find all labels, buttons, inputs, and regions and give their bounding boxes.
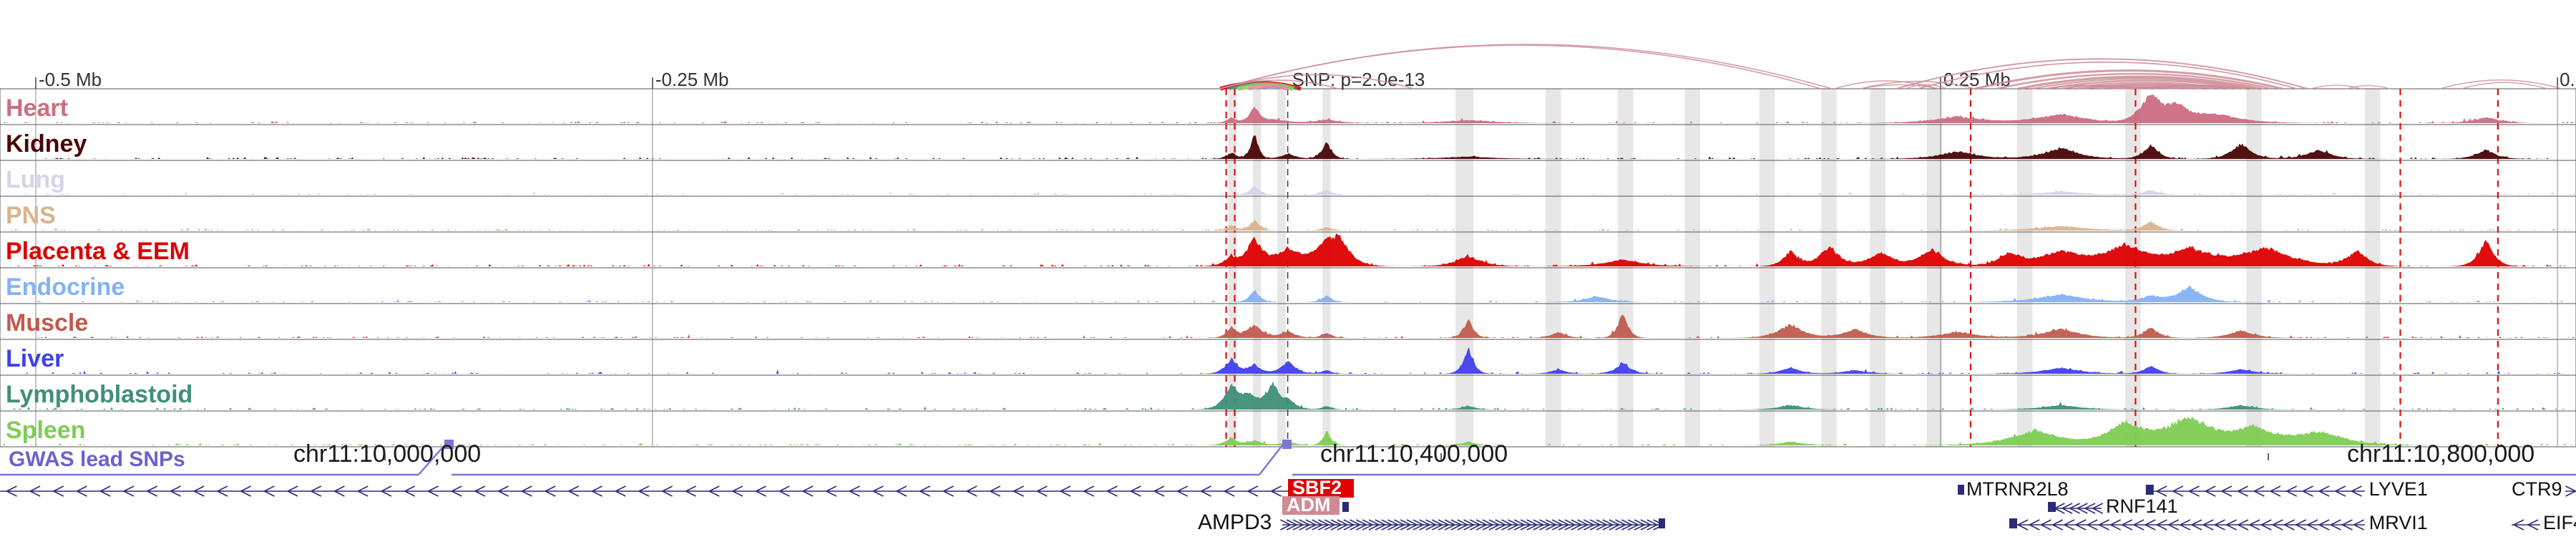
svg-text:Lung: Lung xyxy=(6,166,65,193)
svg-text:Liver: Liver xyxy=(6,345,64,372)
svg-text:ADM: ADM xyxy=(1287,494,1331,516)
svg-text:MRVI1: MRVI1 xyxy=(2369,512,2428,533)
svg-text:Muscle: Muscle xyxy=(6,309,88,337)
svg-text:MTRNR2L8: MTRNR2L8 xyxy=(1966,478,2069,500)
svg-text:Spleen: Spleen xyxy=(6,417,85,444)
svg-text:CTR9: CTR9 xyxy=(2512,478,2562,500)
svg-text:LYVE1: LYVE1 xyxy=(2369,478,2428,500)
svg-text:EIF4G²: EIF4G² xyxy=(2543,512,2576,533)
svg-text:Lymphoblastoid: Lymphoblastoid xyxy=(6,381,192,408)
svg-text:chr11:10,400,000: chr11:10,400,000 xyxy=(1320,440,1508,468)
svg-text:Kidney: Kidney xyxy=(6,130,87,158)
svg-text:PNS: PNS xyxy=(6,202,56,229)
svg-text:Heart: Heart xyxy=(6,95,68,122)
svg-text:AMPD3: AMPD3 xyxy=(1198,511,1272,534)
svg-text:SNP: p=2.0e-13: SNP: p=2.0e-13 xyxy=(1292,69,1425,90)
svg-text:-0.5 Mb: -0.5 Mb xyxy=(39,69,102,90)
svg-text:GWAS lead SNPs: GWAS lead SNPs xyxy=(9,448,185,471)
svg-text:chr11:10,000,000: chr11:10,000,000 xyxy=(293,440,481,468)
svg-text:Placenta & EEM: Placenta & EEM xyxy=(6,238,190,265)
svg-text:Endocrine: Endocrine xyxy=(6,274,125,301)
svg-text:0.5 Mb: 0.5 Mb xyxy=(2560,69,2576,90)
svg-text:RNF141: RNF141 xyxy=(2106,495,2178,517)
svg-text:-0.25 Mb: -0.25 Mb xyxy=(655,69,729,90)
svg-text:chr11:10,800,000: chr11:10,800,000 xyxy=(2347,440,2534,468)
